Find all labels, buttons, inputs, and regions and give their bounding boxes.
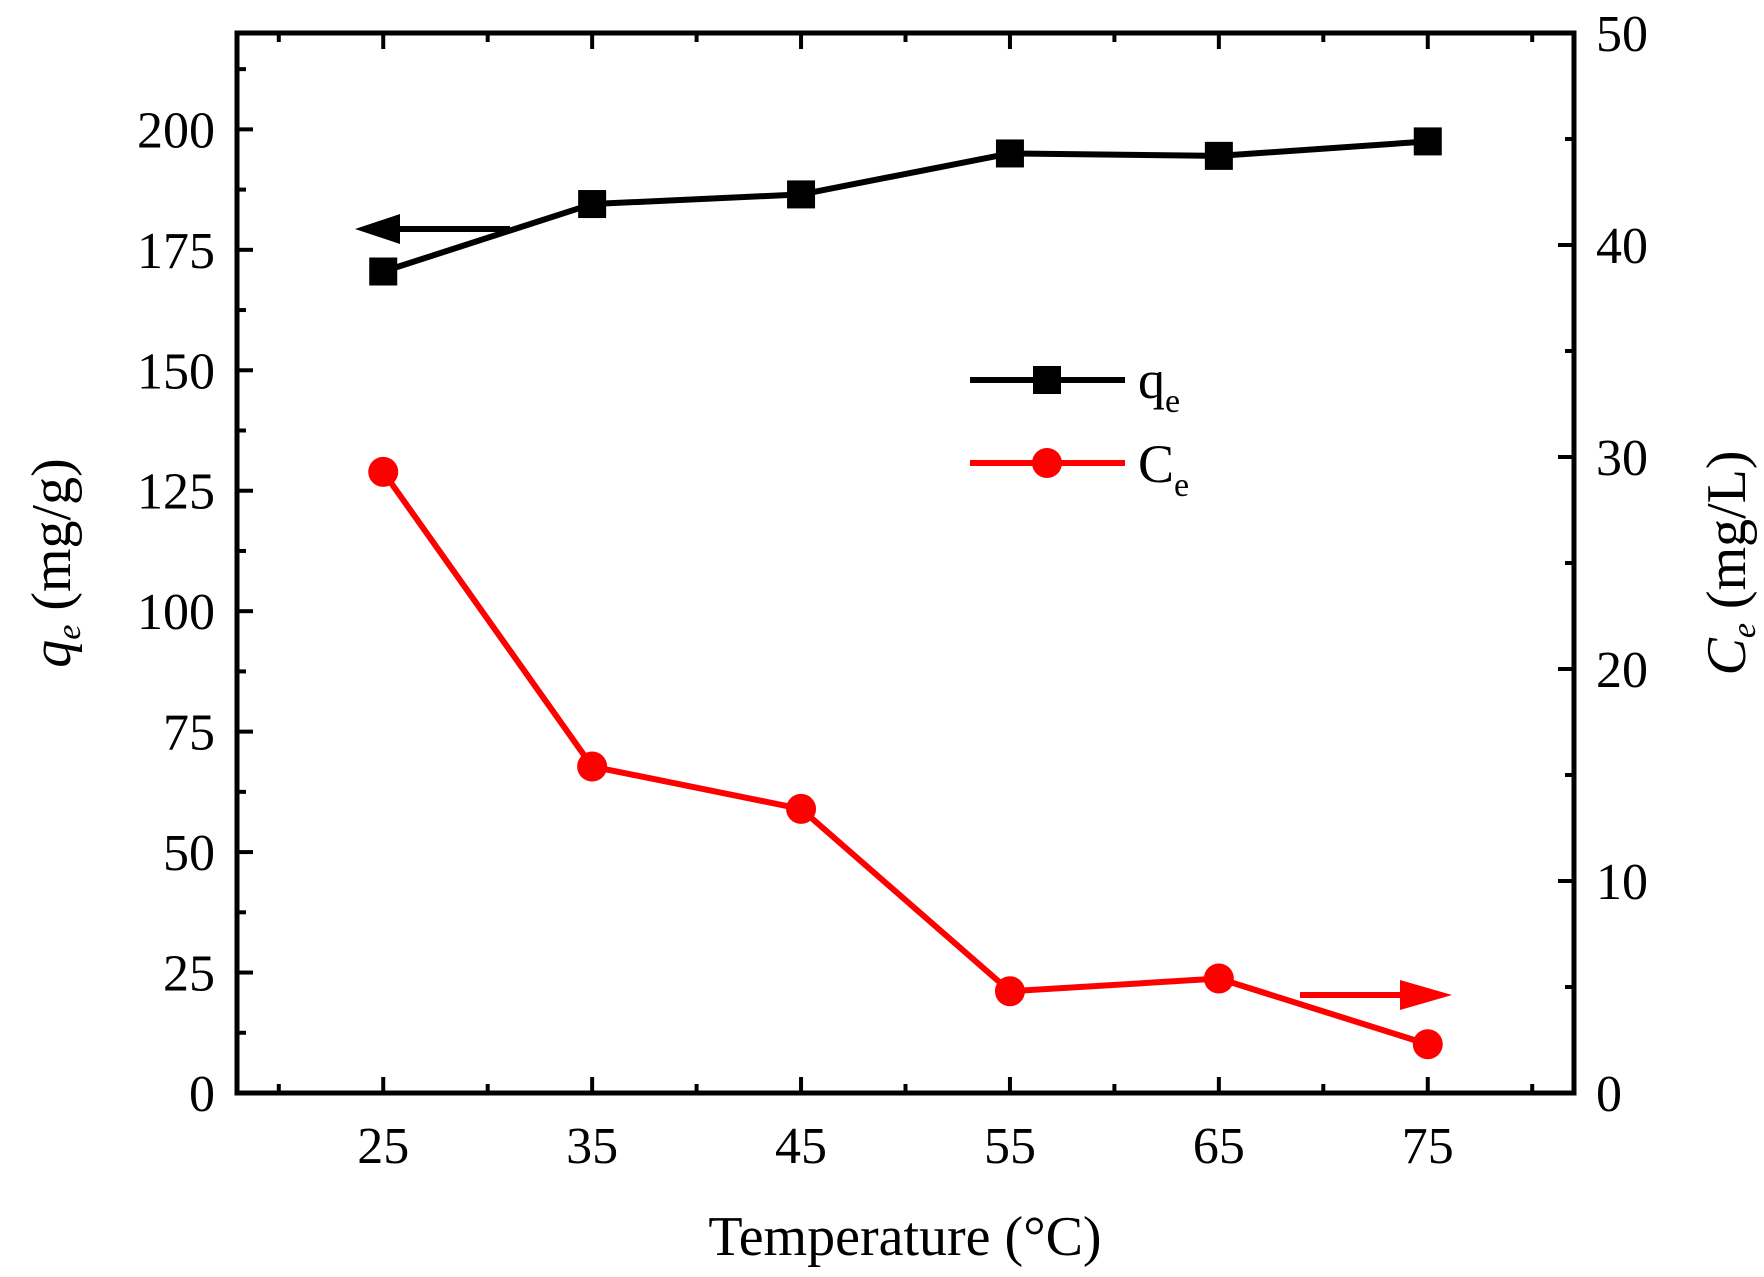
x-tick-label: 25: [357, 1118, 409, 1175]
left-axis-arrow: [355, 214, 510, 244]
data-point-qe: [1204, 141, 1233, 170]
right-tick-label: 0: [1596, 1066, 1622, 1123]
right-tick-label: 50: [1596, 6, 1648, 63]
x-tick-label: 75: [1402, 1118, 1454, 1175]
right-tick-label: 10: [1596, 854, 1648, 911]
x-axis-title: Temperature (°C): [708, 1206, 1101, 1268]
series-line-qe: [382, 138, 1428, 275]
data-point-ce: [994, 976, 1025, 1007]
legend-label-qe: qe: [1138, 350, 1180, 420]
right-axis-arrow: [1300, 980, 1452, 1010]
right-tick-label: 20: [1596, 642, 1648, 699]
data-point-qe: [369, 257, 398, 286]
legend: qe Ce: [970, 350, 1189, 504]
x-tick-label: 65: [1193, 1118, 1245, 1175]
data-point-qe: [578, 190, 607, 219]
plot-frame: [234, 30, 1577, 1096]
data-point-qe: [995, 139, 1024, 168]
data-point-ce: [786, 793, 817, 824]
data-point-ce: [1203, 963, 1234, 994]
series-line-ce: [380, 470, 1429, 1048]
data-point-ce: [1412, 1029, 1443, 1060]
left-tick-label: 100: [137, 584, 215, 641]
x-tick-label: 35: [566, 1118, 618, 1175]
legend-marker-qe: [1033, 366, 1061, 394]
left-tick-label: 50: [163, 825, 215, 882]
data-point-ce: [368, 456, 399, 487]
left-tick-label: 0: [189, 1066, 215, 1123]
left-axis-title: qe (mg/g): [21, 458, 88, 668]
left-tick-label: 75: [163, 705, 215, 762]
left-tick-label: 175: [137, 223, 215, 280]
left-tick-label: 25: [163, 946, 215, 1003]
x-tick-label: 55: [984, 1118, 1036, 1175]
right-tick-label: 30: [1596, 430, 1648, 487]
left-tick-label: 200: [137, 102, 215, 159]
left-tick-label: 150: [137, 343, 215, 400]
x-tick-label: 45: [775, 1118, 827, 1175]
legend-label-ce: Ce: [1138, 434, 1189, 504]
right-axis-title: Ce (mg/L): [1696, 450, 1763, 675]
data-point-qe: [1413, 127, 1442, 156]
data-point-ce: [577, 751, 608, 782]
left-tick-label: 125: [137, 464, 215, 521]
legend-marker-ce: [1032, 448, 1062, 478]
right-tick-label: 40: [1596, 218, 1648, 275]
data-point-qe: [787, 180, 816, 209]
